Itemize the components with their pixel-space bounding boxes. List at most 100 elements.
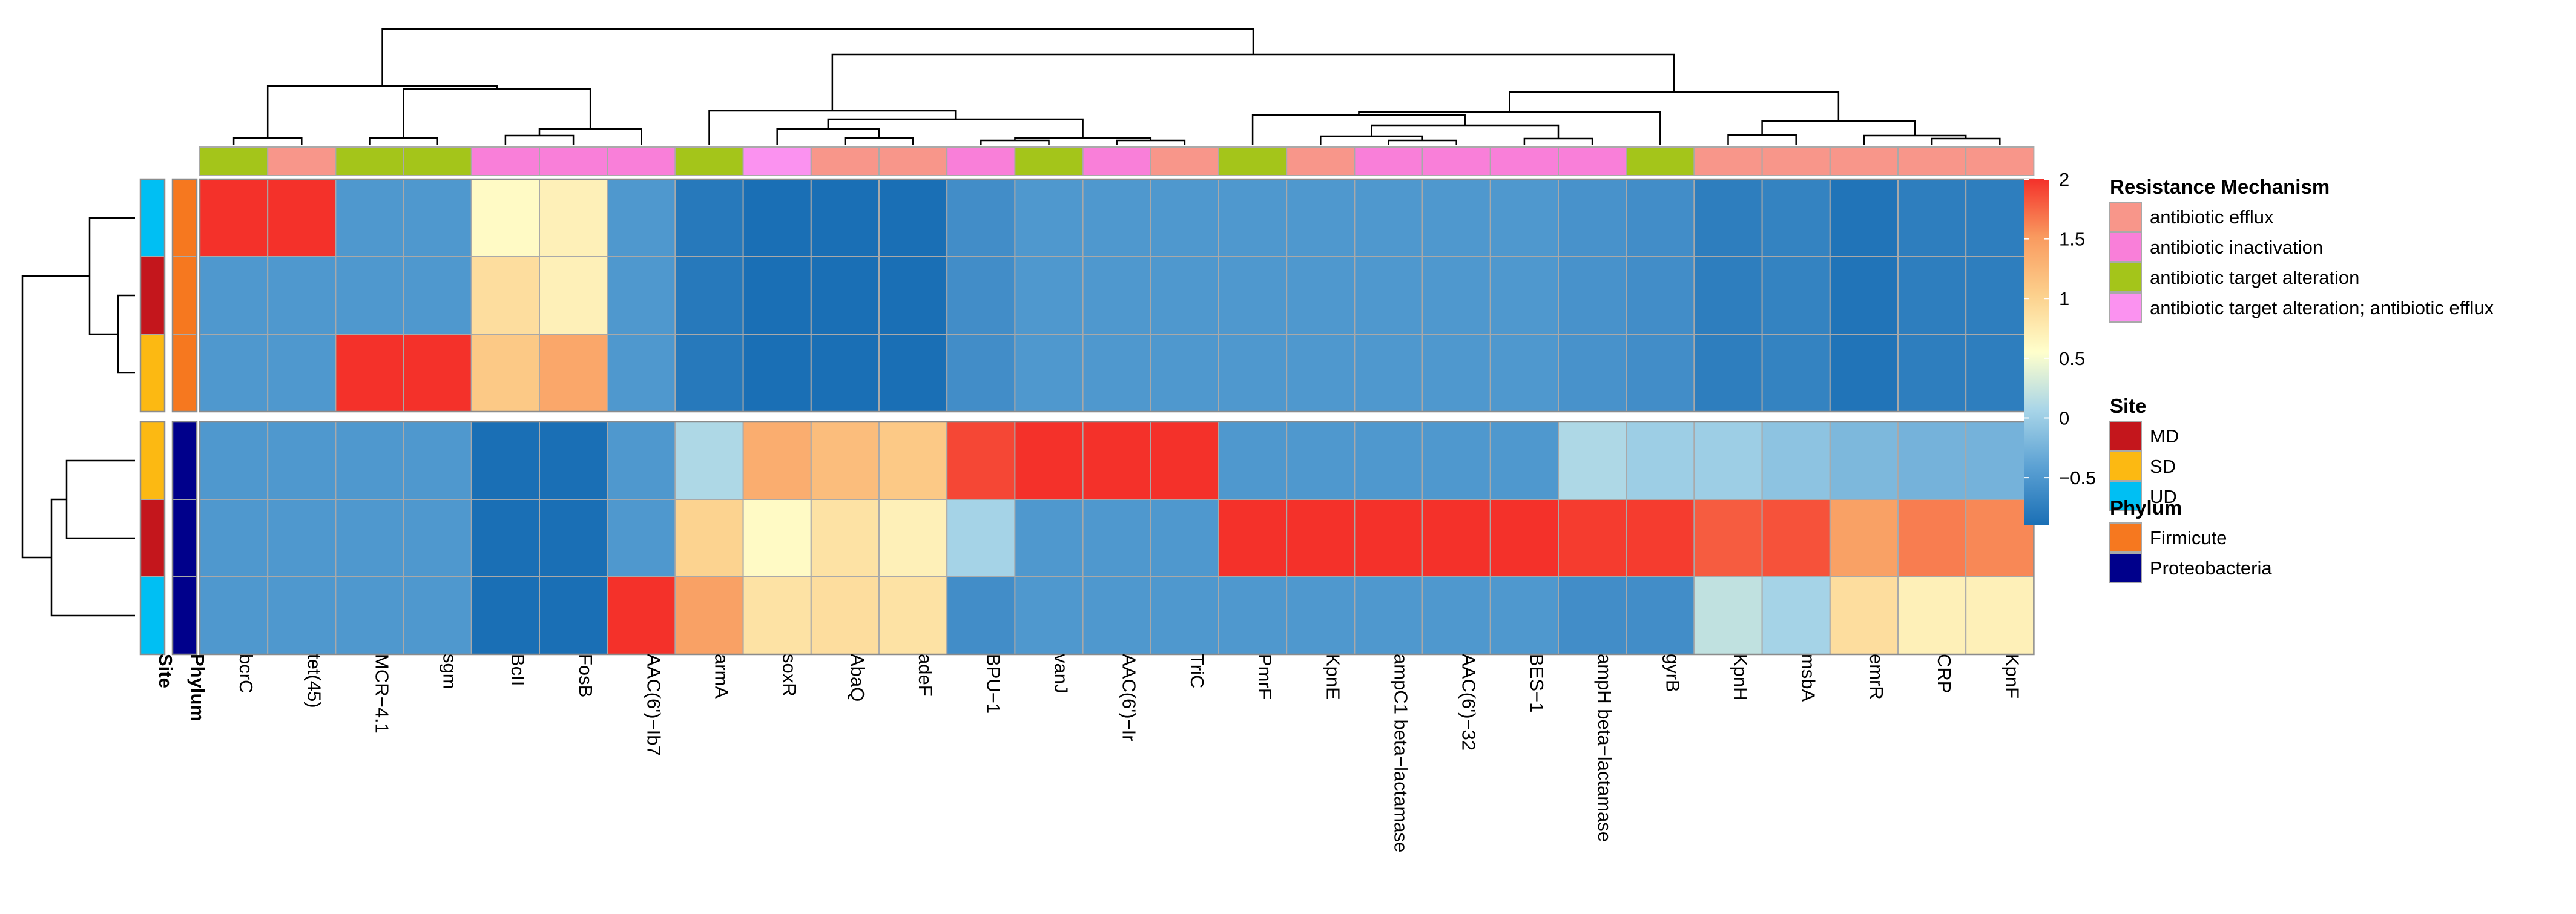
heatmap-cell xyxy=(742,334,812,412)
heatmap-cell xyxy=(1354,334,1423,412)
heatmap-cell xyxy=(1082,256,1151,335)
heatmap-cell xyxy=(1421,256,1491,335)
heatmap-cell xyxy=(946,179,1016,257)
phylum-annotation-cell xyxy=(172,499,197,577)
colorbar-gradient xyxy=(2024,179,2049,525)
mechanism-annotation-cell xyxy=(199,146,269,176)
column-label: KpnH xyxy=(1730,654,1751,701)
mechanism-annotation-cell xyxy=(1014,146,1084,176)
heatmap-cell xyxy=(810,334,880,412)
row-dendrogram-branch xyxy=(65,459,135,539)
heatmap-cell xyxy=(470,499,540,577)
heatmap-cell xyxy=(878,576,948,655)
mechanism-annotation-cell xyxy=(1082,146,1151,176)
heatmap-cell xyxy=(674,499,744,577)
heatmap-cell xyxy=(1286,421,1356,500)
dendrogram-branch xyxy=(1388,139,1457,145)
legend-swatch xyxy=(2109,481,2142,511)
heatmap-cell xyxy=(1558,421,1627,500)
heatmap-cell xyxy=(674,421,744,500)
heatmap-cell xyxy=(1014,179,1084,257)
heatmap-cell xyxy=(1218,256,1288,335)
heatmap-cell xyxy=(607,499,676,577)
dendrogram-branch xyxy=(369,137,438,145)
heatmap-cell xyxy=(1897,499,1967,577)
heatmap-cell xyxy=(1489,499,1560,577)
heatmap-cell xyxy=(403,576,472,655)
heatmap-cell xyxy=(539,576,608,655)
heatmap-cell xyxy=(1897,256,1967,335)
row-annotation-bars xyxy=(139,178,198,656)
heatmap-cell xyxy=(1421,179,1491,257)
colorbar-tick-label: 1 xyxy=(2059,288,2069,309)
mechanism-annotation-cell xyxy=(1489,146,1560,176)
heatmap-cell xyxy=(878,179,948,257)
heatmap-cell xyxy=(742,421,812,500)
heatmap-cell xyxy=(607,576,676,655)
heatmap-cell xyxy=(878,256,948,335)
site-annotation-cell xyxy=(140,499,165,577)
heatmap-cell xyxy=(1761,179,1831,257)
mechanism-annotation-cell xyxy=(1897,146,1967,176)
heatmap-cell xyxy=(1897,421,1967,500)
heatmap-cell xyxy=(1014,499,1084,577)
heatmap-cell xyxy=(607,179,676,257)
heatmap-cell xyxy=(742,256,812,335)
mechanism-annotation-cell xyxy=(1421,146,1491,176)
column-label: vanJ xyxy=(1051,654,1072,693)
heatmap-cell xyxy=(1829,421,1899,500)
heatmap-cell xyxy=(470,256,540,335)
heatmap-cell xyxy=(742,179,812,257)
colorbar-tick-label: 0.5 xyxy=(2059,348,2085,369)
heatmap-cell xyxy=(1558,179,1627,257)
heatmap-cell xyxy=(1286,576,1356,655)
heatmap-cell xyxy=(1354,576,1423,655)
heatmap-cell xyxy=(1082,576,1151,655)
heatmap-cell xyxy=(1897,576,1967,655)
heatmap-cell xyxy=(1626,334,1695,412)
dendrogram-branch xyxy=(1727,134,1797,145)
legend-entry-label: antibiotic target alteration; antibiotic… xyxy=(2150,297,2494,318)
heatmap-cell xyxy=(470,576,540,655)
legend-title: Phylum xyxy=(2110,496,2182,519)
heatmap-cell xyxy=(1286,499,1356,577)
mechanism-annotation-cell xyxy=(470,146,540,176)
mechanism-annotation-cell xyxy=(1761,146,1831,176)
heatmap-cell xyxy=(1829,179,1899,257)
heatmap-cell xyxy=(1150,256,1220,335)
heatmap-cell xyxy=(1489,421,1560,500)
mechanism-annotation-cell xyxy=(674,146,744,176)
legend-swatch xyxy=(2109,553,2142,583)
heatmap-cell xyxy=(674,576,744,655)
site-annotation-cell xyxy=(140,179,165,257)
heatmap-cell xyxy=(1354,179,1423,257)
heatmap-cell xyxy=(1558,334,1627,412)
heatmap-cell xyxy=(1829,334,1899,412)
row-annotation-labels: Site Phylum xyxy=(155,654,208,722)
dendrogram-branch xyxy=(381,28,1254,86)
heatmap-cell xyxy=(470,179,540,257)
dendrogram-branch xyxy=(1116,139,1186,145)
mechanism-annotation-cell xyxy=(946,146,1016,176)
heatmap-cell xyxy=(1286,179,1356,257)
mechanism-annotation-cell xyxy=(607,146,676,176)
heatmap-cell xyxy=(810,576,880,655)
row-dendrogram-branch xyxy=(50,498,135,617)
heatmap-cell xyxy=(1014,256,1084,335)
heatmap-cell xyxy=(1829,576,1899,655)
phylum-annotation-cell xyxy=(172,334,197,412)
heatmap-cell xyxy=(199,179,269,257)
column-label: msbA xyxy=(1798,654,1819,702)
column-label: gyrB xyxy=(1662,654,1683,692)
heatmap-cell xyxy=(946,256,1016,335)
heatmap-cell xyxy=(335,576,404,655)
heatmap-cell xyxy=(199,256,269,335)
mechanism-annotation-cell xyxy=(742,146,812,176)
heatmap-cell xyxy=(1626,179,1695,257)
heatmap-cell xyxy=(539,334,608,412)
heatmap-cell xyxy=(1761,499,1831,577)
heatmap-cell xyxy=(1965,421,2035,500)
heatmap-cell xyxy=(1354,256,1423,335)
mechanism-annotation-cell xyxy=(335,146,404,176)
dendrogram-branch xyxy=(980,139,1050,145)
